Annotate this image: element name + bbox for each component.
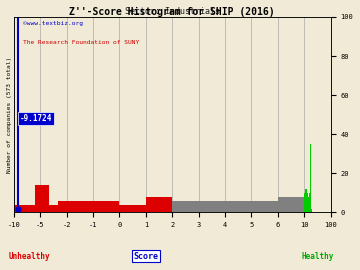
Bar [49,205,58,212]
Bar [35,185,40,212]
Bar [30,205,35,212]
Bar [120,205,146,212]
Text: Sector: Industrials: Sector: Industrials [125,7,220,16]
Bar [58,201,67,212]
Bar [291,197,298,212]
Text: Healthy: Healthy [301,252,334,261]
Bar [67,201,93,212]
Bar [199,201,225,212]
Text: Unhealthy: Unhealthy [9,252,50,261]
Bar [93,201,120,212]
Text: Score: Score [133,252,158,261]
Bar [225,201,251,212]
Bar [172,201,199,212]
Bar [19,205,24,212]
Bar [298,197,304,212]
Bar [251,201,278,212]
Bar [14,205,19,212]
Text: The Research Foundation of SUNY: The Research Foundation of SUNY [23,40,140,45]
Bar [284,197,291,212]
Text: ©www.textbiz.org: ©www.textbiz.org [23,21,83,26]
Bar [24,205,30,212]
Bar [278,197,284,212]
Bar [40,185,49,212]
Title: Z''-Score Histogram for SHIP (2016): Z''-Score Histogram for SHIP (2016) [69,7,275,17]
Bar [146,197,172,212]
Text: -9.1724: -9.1724 [20,114,52,123]
Y-axis label: Number of companies (573 total): Number of companies (573 total) [8,57,12,173]
